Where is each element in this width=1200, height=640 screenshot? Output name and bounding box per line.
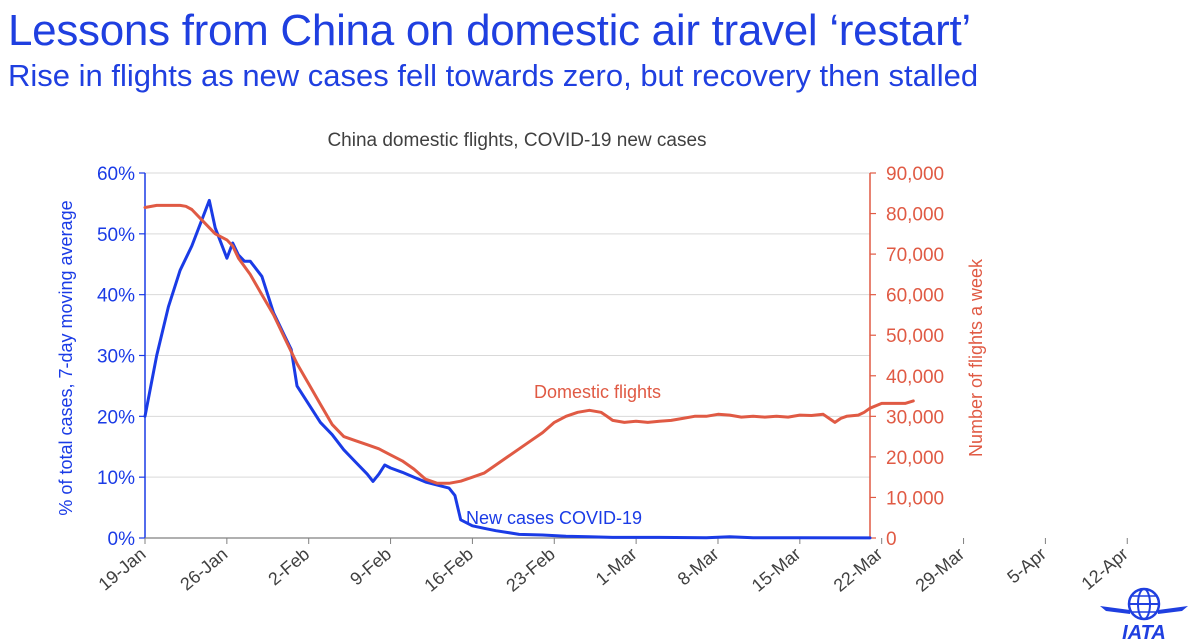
- chart-title: China domestic flights, COVID-19 new cas…: [327, 130, 706, 151]
- x-tick-label: 8-Mar: [674, 544, 723, 590]
- left-axis-label: % of total cases, 7-day moving average: [56, 200, 76, 515]
- slide-subtitle: Rise in flights as new cases fell toward…: [8, 58, 979, 93]
- right-tick-label: 50,000: [886, 326, 944, 347]
- right-tick-label: 90,000: [886, 164, 944, 185]
- right-tick-label: 40,000: [886, 367, 944, 388]
- flights-series-annotation: Domestic flights: [534, 382, 661, 402]
- x-tick-label: 2-Feb: [264, 544, 313, 590]
- x-tick-label: 1-Mar: [592, 544, 641, 590]
- x-tick-label: 15-Mar: [748, 544, 805, 596]
- right-tick-label: 30,000: [886, 407, 944, 428]
- left-tick-label: 60%: [97, 164, 135, 185]
- new-cases-line: [143, 198, 872, 540]
- left-tick-label: 50%: [97, 225, 135, 246]
- x-tick-label: 22-Mar: [830, 544, 887, 596]
- right-tick-label: 80,000: [886, 205, 944, 226]
- x-tick-label: 26-Jan: [176, 544, 231, 595]
- logo-wordmark: IATA: [1122, 622, 1166, 640]
- x-tick-label: 16-Feb: [420, 544, 477, 596]
- x-tick-label: 9-Feb: [346, 544, 395, 590]
- x-tick-label: 5-Apr: [1003, 544, 1050, 588]
- gridlines: [145, 172, 870, 478]
- left-tick-label: 0%: [108, 529, 136, 550]
- left-tick-label: 20%: [97, 407, 135, 428]
- left-tick-label: 10%: [97, 468, 135, 489]
- right-tick-label: 20,000: [886, 448, 944, 469]
- right-axis-label: Number of flights a week: [966, 258, 986, 457]
- x-tick-label: 23-Feb: [502, 544, 559, 596]
- right-tick-label: 70,000: [886, 245, 944, 266]
- right-tick-label: 60,000: [886, 286, 944, 307]
- x-tick-label: 19-Jan: [95, 544, 150, 595]
- x-tick-label: 29-Mar: [912, 544, 969, 596]
- slide-title: Lessons from China on domestic air trave…: [8, 6, 971, 55]
- iata-logo: IATA: [1100, 587, 1188, 640]
- right-tick-label: 10,000: [886, 488, 944, 509]
- series-lines: [143, 198, 915, 540]
- cases-series-annotation: New cases COVID-19: [466, 508, 642, 528]
- left-wing-icon: [1100, 606, 1130, 614]
- right-tick-label: 0: [886, 529, 897, 550]
- left-tick-label: 30%: [97, 347, 135, 368]
- right-wing-icon: [1158, 606, 1188, 614]
- left-tick-label: 40%: [97, 286, 135, 307]
- domestic-flights-line: [143, 203, 915, 485]
